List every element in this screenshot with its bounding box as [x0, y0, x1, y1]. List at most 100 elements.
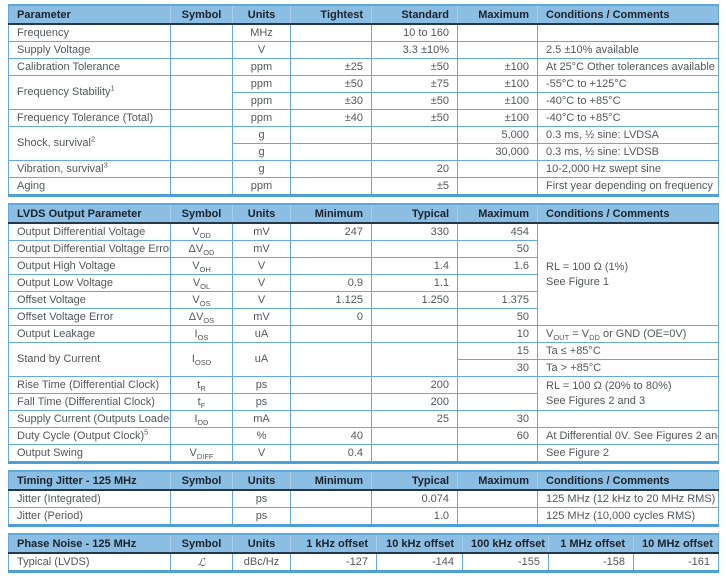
- cell-maximum: ±100: [457, 58, 538, 76]
- cell-tightest: [290, 143, 372, 161]
- header-row: Timing Jitter - 125 MHz Symbol Units Minimu…: [8, 471, 719, 491]
- cell-parameter: Frequency Tolerance (Total): [8, 109, 171, 127]
- cell-conditions: 125 MHz (10,000 cycles RMS): [537, 507, 719, 526]
- cell-symbol: IOS: [170, 325, 233, 343]
- cell-maximum: 10: [457, 325, 538, 343]
- cell-minimum: [290, 257, 372, 275]
- cell-parameter: Output High Voltage: [8, 257, 171, 275]
- column-header-parameter: Timing Jitter - 125 MHz: [8, 471, 171, 491]
- cell-units: g: [232, 160, 291, 178]
- cell-units: uA: [232, 325, 291, 343]
- cell-minimum: [290, 393, 372, 411]
- cell-units: V: [232, 257, 291, 275]
- cell-typical: 25: [371, 410, 458, 428]
- cell-parameter: Supply Voltage: [8, 41, 171, 59]
- cell-tightest: [290, 177, 372, 196]
- cell-units: mA: [232, 410, 291, 428]
- cell-typical: 1.1: [371, 274, 458, 292]
- cell-minimum: [290, 410, 372, 428]
- cell-conditions: VOUT = VDD or GND (OE=0V): [537, 325, 719, 343]
- cell-units: V: [232, 291, 291, 309]
- cell-minimum: [290, 342, 372, 377]
- cell-conditions: Ta ≤ +85°C: [537, 342, 719, 360]
- cell-units: mV: [232, 308, 291, 326]
- column-header-parameter: LVDS Output Parameter: [8, 204, 171, 224]
- header-row: LVDS Output Parameter Symbol Units Minimum T…: [8, 204, 719, 224]
- column-header-units: Units: [232, 5, 291, 25]
- table-row: Supply Current (Outputs Loaded)4IDDmA 253…: [8, 410, 719, 428]
- cell-units: mV: [232, 222, 291, 241]
- cell-maximum: 30: [457, 410, 538, 428]
- column-header-offset-1khz: 1 kHz offset: [290, 534, 377, 554]
- cell-maximum: [457, 376, 538, 394]
- cell-maximum: 50: [457, 240, 538, 258]
- table-row: Output Low Voltage VOL V 0.9 1.1: [8, 274, 719, 292]
- cell-minimum: 247: [290, 222, 372, 241]
- cell-parameter: Shock, survival2: [8, 126, 171, 161]
- cell-maximum: ±100: [457, 75, 538, 93]
- cell-tightest: [290, 160, 372, 178]
- table-row: Output Leakage IOS uA 10 VOUT = VDD or GND (…: [8, 325, 719, 343]
- cell-units: ps: [232, 489, 291, 508]
- cell-conditions: [537, 23, 719, 42]
- cell-symbol: [170, 126, 233, 161]
- cell-maximum: [457, 177, 538, 196]
- cell-symbol: [170, 160, 233, 178]
- cell-symbol: VOD: [170, 222, 233, 241]
- cell-standard: 20: [371, 160, 458, 178]
- table-row: Calibration Tolerance ppm ±25 ±50 ±100 At 25°…: [8, 58, 719, 76]
- cell-tightest: ±40: [290, 109, 372, 127]
- column-header-tightest: Tightest: [290, 5, 372, 25]
- cell-typical: [371, 342, 458, 377]
- cell-parameter: Calibration Tolerance: [8, 58, 171, 76]
- cell-maximum: 30: [457, 359, 538, 377]
- column-header-conditions: Conditions / Comments: [537, 471, 719, 491]
- spec-table-phase-noise: Phase Noise - 125 MHz Symbol Units 1 kHz of…: [8, 533, 719, 573]
- cell-maximum: 30,000: [457, 143, 538, 161]
- cell-symbol: [170, 75, 233, 110]
- cell-maximum: 50: [457, 308, 538, 326]
- cell-maximum: [457, 393, 538, 411]
- cell-tightest: ±25: [290, 58, 372, 76]
- cell-symbol: [170, 507, 233, 526]
- cell-symbol: [170, 58, 233, 76]
- table-row: Stand by Current IOSD uA 15 Ta ≤ +85°C: [8, 342, 719, 377]
- cell-units: g: [232, 143, 291, 161]
- spec-table-timing-jitter: Timing Jitter - 125 MHz Symbol Units Minimu…: [8, 470, 719, 527]
- table-row: Aging ppm ±5 First year depending on freque…: [8, 177, 719, 196]
- cell-units: ppm: [232, 177, 291, 196]
- cell-conditions: At Differential 0V. See Figures 2 and 3.: [537, 427, 719, 445]
- cell-standard: 3.3 ±10%: [371, 41, 458, 59]
- cell-typical: [371, 427, 458, 445]
- cell-units: ps: [232, 376, 291, 394]
- cell-parameter: Jitter (Integrated): [8, 489, 171, 508]
- cell-units: ppm: [232, 75, 291, 93]
- cell-conditions: RL = 100 Ω (1%) See Figure 1: [537, 222, 719, 326]
- table-row: Frequency Stability1 ppm ±50 ±75 ±100 -55°C t…: [8, 75, 719, 110]
- cell-offset-100khz: -155: [462, 552, 549, 572]
- column-header-conditions: Conditions / Comments: [537, 5, 719, 25]
- cell-parameter: Stand by Current: [8, 342, 171, 377]
- header-row: Phase Noise - 125 MHz Symbol Units 1 kHz of…: [8, 534, 719, 554]
- cell-parameter: Output Leakage: [8, 325, 171, 343]
- cell-units: dBc/Hz: [232, 552, 291, 572]
- column-header-typical: Typical: [371, 204, 458, 224]
- cell-typical: 1.0: [371, 507, 458, 526]
- cell-maximum: 15: [457, 342, 538, 360]
- cell-conditions: See Figure 2: [537, 444, 719, 463]
- cell-minimum: 1.125: [290, 291, 372, 309]
- cell-maximum: 454: [457, 222, 538, 241]
- cell-maximum: [457, 444, 538, 463]
- cell-standard: ±50: [371, 92, 458, 110]
- cell-symbol: [170, 23, 233, 42]
- cell-typical: 200: [371, 376, 458, 394]
- cell-units: MHz: [232, 23, 291, 42]
- cell-units: ppm: [232, 109, 291, 127]
- cell-standard: [371, 126, 458, 144]
- cell-standard: ±5: [371, 177, 458, 196]
- cell-symbol: IDD: [170, 410, 233, 428]
- cell-symbol: tR: [170, 376, 233, 394]
- cell-conditions: 125 MHz (12 kHz to 20 MHz RMS): [537, 489, 719, 508]
